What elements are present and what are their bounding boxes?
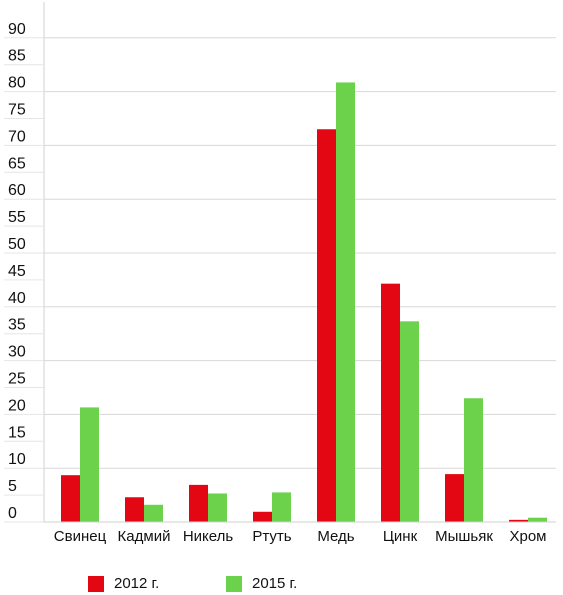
x-tick-label: Никель bbox=[183, 528, 234, 545]
y-tick-label: 0 bbox=[8, 505, 17, 522]
bars bbox=[61, 82, 547, 522]
y-tick-label: 85 bbox=[8, 48, 26, 65]
y-tick-label: 45 bbox=[8, 263, 26, 280]
bar-2012 bbox=[61, 475, 80, 522]
y-tick-label: 80 bbox=[8, 75, 26, 92]
bar-2015 bbox=[272, 492, 291, 522]
legend-swatch-2012 bbox=[88, 575, 104, 592]
bar-2012 bbox=[509, 519, 528, 522]
bar-2012 bbox=[189, 484, 208, 522]
bar-2015 bbox=[336, 82, 355, 522]
x-tick-label: Хром bbox=[509, 528, 546, 545]
y-tick-label: 30 bbox=[8, 344, 26, 361]
y-tick-label: 25 bbox=[8, 371, 26, 388]
bar-2015 bbox=[208, 493, 227, 522]
legend-item-2012: 2012 г. bbox=[88, 575, 159, 592]
y-axis: 0 5 10 15 20 25 30 35 40 45 50 55 60 65 70 75 80 85 90 bbox=[4, 2, 45, 523]
x-tick-label: Кадмий bbox=[118, 528, 171, 545]
bar-2015 bbox=[144, 504, 163, 522]
legend: 2012 г. 2015 г. bbox=[0, 575, 563, 595]
bar-2012 bbox=[125, 497, 144, 522]
x-axis: Свинец Кадмий Никель Ртуть Медь Цинк Мышьяк Хро… bbox=[44, 521, 556, 545]
legend-label-2012: 2012 г. bbox=[114, 575, 160, 592]
legend-item-2015: 2015 г. bbox=[226, 575, 297, 592]
bar-2012 bbox=[253, 511, 272, 522]
bar-2012 bbox=[381, 283, 400, 522]
x-tick-label: Мышьяк bbox=[435, 528, 493, 545]
legend-swatch-2015 bbox=[226, 575, 242, 592]
y-tick-label: 15 bbox=[8, 424, 26, 441]
gridlines bbox=[44, 37, 556, 469]
bar-2015 bbox=[80, 407, 99, 522]
bar-2015 bbox=[464, 398, 483, 522]
bar-2015 bbox=[528, 517, 547, 522]
y-tick-label: 40 bbox=[8, 290, 26, 307]
y-tick-label: 10 bbox=[8, 451, 26, 468]
y-tick-label: 20 bbox=[8, 397, 26, 414]
y-tick-label: 50 bbox=[8, 236, 26, 253]
y-tick-label: 75 bbox=[8, 102, 26, 119]
x-tick-label: Медь bbox=[317, 528, 354, 545]
bar-2012 bbox=[317, 129, 336, 522]
y-tick-label: 60 bbox=[8, 182, 26, 199]
x-tick-label: Ртуть bbox=[252, 528, 291, 545]
bar-chart: 0 5 10 15 20 25 30 35 40 45 50 55 60 65 70 75 80 85 90 Сви… bbox=[4, 2, 556, 545]
x-tick-label: Цинк bbox=[383, 528, 418, 545]
x-tick-label: Свинец bbox=[54, 528, 107, 545]
y-tick-label: 5 bbox=[8, 478, 17, 495]
y-tick-label: 90 bbox=[8, 21, 26, 38]
legend-label-2015: 2015 г. bbox=[252, 575, 298, 592]
bar-2012 bbox=[445, 474, 464, 522]
bar-2015 bbox=[400, 321, 419, 522]
y-tick-label: 70 bbox=[8, 128, 26, 145]
y-tick-label: 35 bbox=[8, 317, 26, 334]
y-tick-label: 55 bbox=[8, 209, 26, 226]
y-tick-label: 65 bbox=[8, 155, 26, 172]
